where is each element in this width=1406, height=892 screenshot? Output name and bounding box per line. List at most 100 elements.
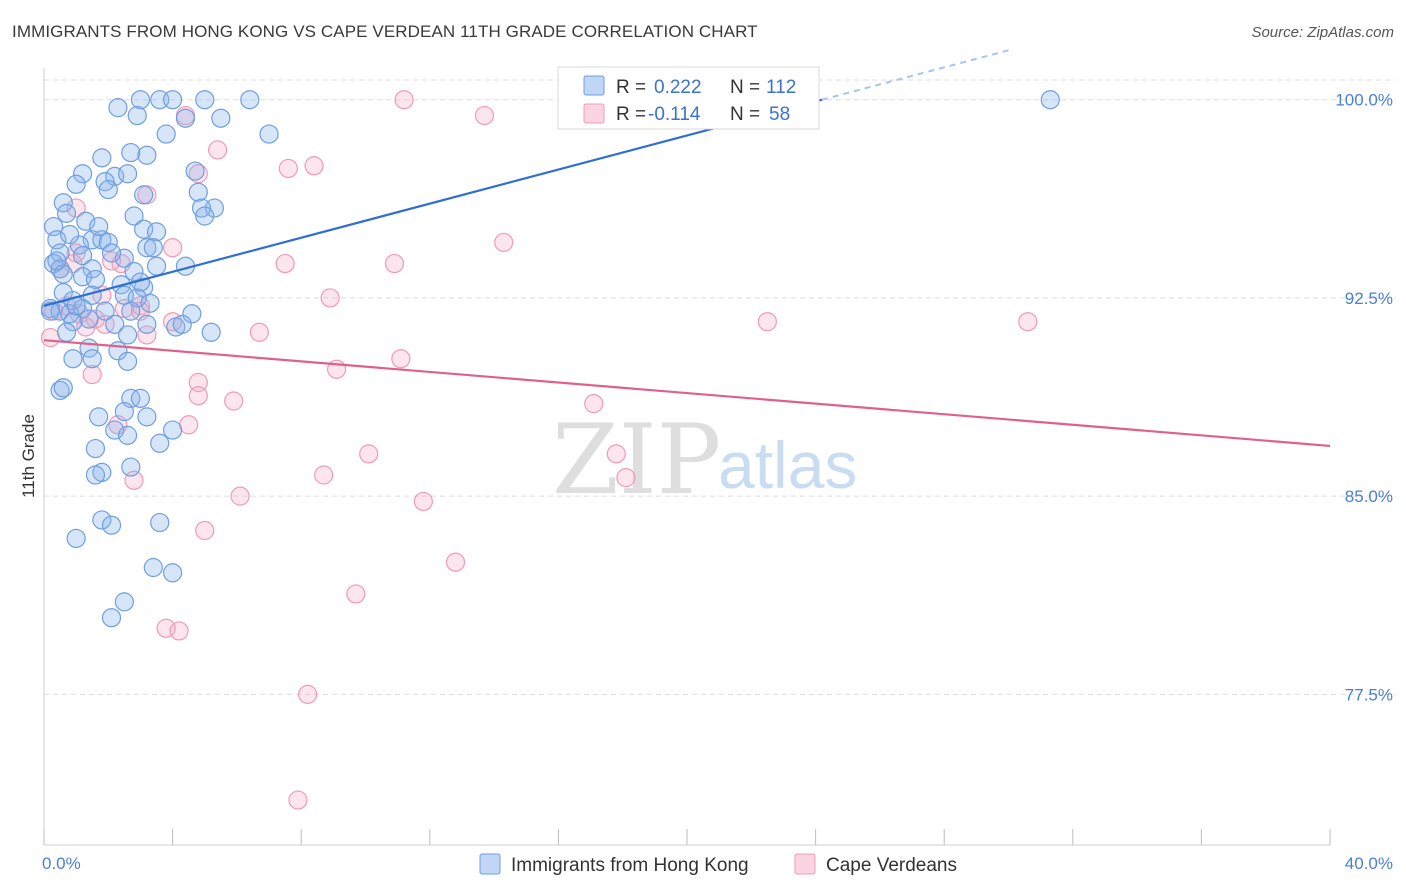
hong-kong-point-99 — [163, 563, 183, 583]
cape-verdeans-point-41 — [359, 444, 379, 464]
hong-kong-point-63 — [95, 301, 115, 321]
x-ticks — [43, 829, 1331, 845]
hong-kong-point-67 — [182, 304, 202, 324]
hong-kong-point-0 — [130, 90, 151, 110]
hong-kong-point-72 — [56, 322, 77, 342]
bottom-legend-swatch-pink — [794, 853, 816, 875]
hong-kong-point-70 — [137, 314, 157, 334]
cape-verdeans-point-24 — [85, 309, 106, 329]
legend-r-value-2: -0.114 — [648, 104, 701, 125]
hong-kong-point-21 — [98, 179, 118, 200]
hong-kong-point-107 — [47, 251, 67, 271]
hong-kong-point-101 — [101, 608, 122, 628]
cape-verdeans-trend-line — [43, 339, 1331, 448]
hong-kong-point-29 — [195, 206, 215, 226]
hong-kong-point-42 — [72, 246, 93, 266]
hong-kong-point-22 — [134, 185, 154, 205]
legend-swatch-pink — [583, 103, 605, 124]
hong-kong-point-96 — [150, 512, 170, 533]
hong-kong-point-82 — [130, 388, 151, 408]
cape-verdeans-point-38 — [584, 394, 604, 414]
hong-kong-point-12 — [92, 148, 112, 168]
y-tick-label-0: 100.0% — [1335, 91, 1393, 110]
hong-kong-point-39 — [137, 238, 157, 258]
hong-kong-point-104 — [140, 293, 160, 313]
cape-verdeans-point-16 — [320, 288, 340, 308]
hong-kong-point-88 — [117, 425, 138, 445]
hong-kong-point-76 — [63, 349, 83, 369]
hong-kong-point-8 — [211, 108, 231, 128]
hong-kong-point-24 — [53, 193, 73, 213]
hong-kong-point-95 — [101, 515, 122, 535]
hong-kong-point-108 — [101, 243, 122, 263]
hong-kong-point-77 — [82, 349, 102, 369]
hong-kong-point-69 — [105, 314, 125, 334]
hong-kong-point-7 — [127, 105, 147, 126]
hong-kong-point-4 — [240, 90, 260, 110]
cape-verdeans-point-46 — [230, 486, 250, 506]
cape-verdeans-point-49 — [445, 552, 466, 572]
watermark: ZIP atlas — [552, 404, 857, 516]
cape-verdeans-point-8 — [66, 198, 86, 218]
hong-kong-point-90 — [85, 438, 106, 459]
hong-kong-point-106 — [201, 322, 221, 342]
cape-verdeans-point-35 — [188, 372, 208, 393]
cape-verdeans-point-28 — [1018, 312, 1038, 332]
legend-swatch-blue — [583, 75, 605, 96]
hong-kong-point-78 — [117, 351, 138, 371]
cape-verdeans-point-31 — [40, 327, 61, 348]
y-tick-label-2: 85.0% — [1345, 487, 1393, 506]
cape-verdeans-point-53 — [298, 684, 318, 704]
hong-kong-point-14 — [137, 145, 157, 165]
hong-kong-point-94 — [92, 510, 112, 530]
hong-kong-point-5 — [1040, 90, 1060, 110]
cape-verdeans-point-37 — [224, 391, 244, 411]
cape-verdeans-point-9 — [494, 232, 514, 253]
cape-verdeans-point-13 — [275, 253, 295, 274]
hong-kong-point-79 — [50, 380, 70, 401]
hong-kong-point-28 — [124, 206, 144, 226]
hong-kong-point-46 — [82, 259, 102, 279]
hong-kong-trend-extension — [821, 49, 1009, 101]
cape-verdeans-point-27 — [757, 312, 777, 332]
cape-verdeans-point-55 — [63, 253, 83, 274]
cape-verdeans-point-47 — [413, 491, 433, 512]
hong-kong-point-9 — [175, 108, 196, 128]
hong-kong-point-48 — [146, 256, 167, 276]
hong-kong-point-97 — [66, 528, 86, 549]
hong-kong-point-105 — [172, 314, 192, 334]
cape-verdeans-point-32 — [391, 349, 411, 369]
hong-kong-point-40 — [143, 238, 163, 258]
cape-verdeans-point-44 — [616, 468, 636, 488]
hong-kong-point-10 — [259, 124, 279, 144]
cape-verdeans-point-48 — [195, 520, 215, 541]
bottom-legend-swatch-blue — [479, 853, 501, 875]
cape-verdeans-point-40 — [179, 415, 199, 435]
cape-verdeans-point-5 — [304, 156, 324, 176]
hong-kong-point-93 — [85, 465, 106, 485]
series-legend: Immigrants from Hong Kong Cape Verdeans — [479, 853, 957, 876]
cape-verdeans-point-3 — [208, 140, 228, 160]
hong-kong-point-3 — [195, 90, 215, 110]
watermark-atlas: atlas — [718, 428, 857, 502]
cape-verdeans-point-0 — [394, 90, 414, 110]
hong-kong-point-110 — [60, 224, 80, 245]
x-tick-label-min: 0.0% — [42, 854, 81, 873]
hong-kong-point-44 — [44, 253, 64, 274]
legend-r-label-2: R = — [616, 104, 646, 125]
hong-kong-point-36 — [69, 235, 89, 255]
cape-verdeans-point-33 — [82, 364, 102, 385]
hong-kong-point-13 — [121, 142, 141, 163]
hong-kong-point-83 — [89, 407, 109, 427]
hong-kong-point-84 — [114, 401, 134, 422]
hong-kong-point-52 — [85, 269, 106, 290]
y-tick-label-3: 77.5% — [1345, 685, 1393, 704]
hong-kong-point-23 — [188, 182, 208, 202]
y-axis-label: 11th Grade — [19, 414, 38, 498]
hong-kong-point-2 — [163, 90, 183, 110]
source-label: Source: ZipAtlas.com — [1251, 24, 1394, 41]
legend-n-label-1: N = — [730, 77, 760, 98]
hong-kong-point-80 — [53, 378, 73, 398]
cape-verdeans-point-43 — [314, 465, 334, 485]
y-tick-label-1: 92.5% — [1345, 289, 1393, 308]
